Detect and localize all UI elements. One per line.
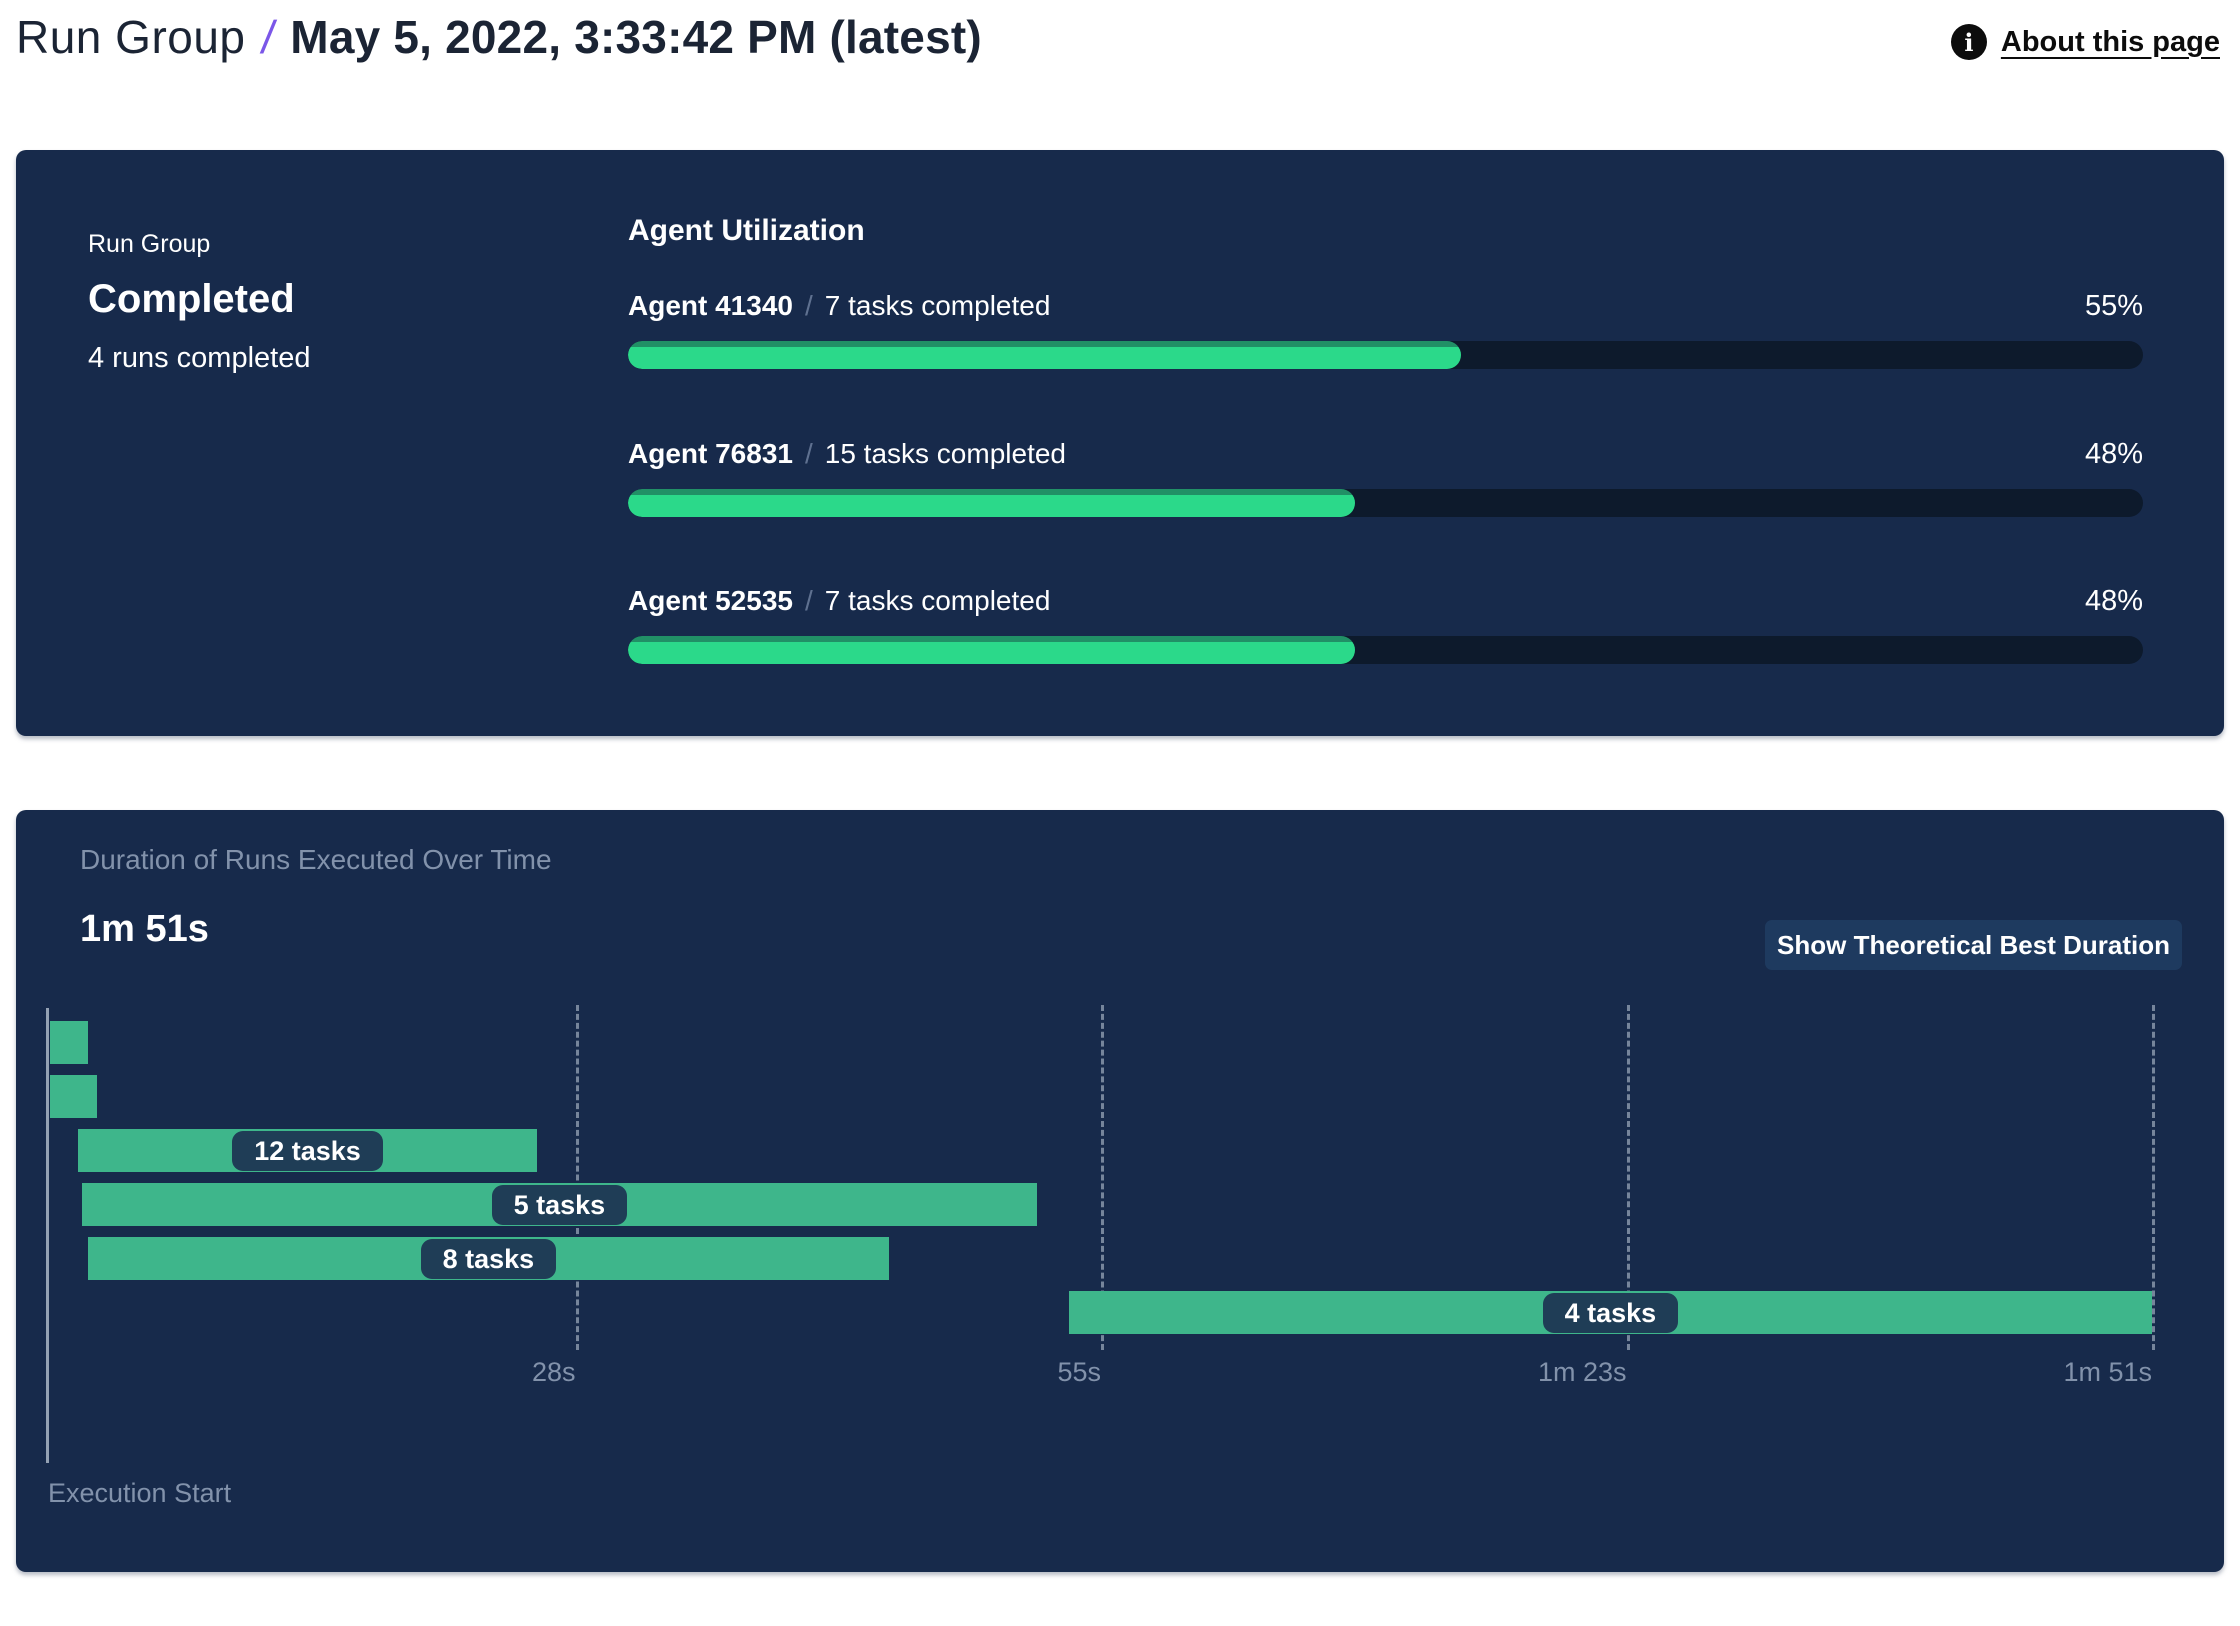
agent-name: Agent 41340 [628, 290, 793, 321]
agent-label-separator: / [804, 438, 813, 469]
run-group-kicker: Run Group [88, 230, 211, 258]
agent-utilization-section: Agent Utilization Agent 41340 / 7 tasks … [628, 214, 2143, 694]
agent-utilization-percent: 48% [2084, 438, 2143, 470]
page-title: Run Group / May 5, 2022, 3:33:42 PM (lat… [16, 10, 2224, 64]
run-duration-bar[interactable]: 5 tasks [82, 1183, 1037, 1226]
task-count-pill: 5 tasks [491, 1184, 628, 1225]
time-tick-label: 55s [1057, 1357, 1101, 1387]
execution-start-axis-line [46, 1008, 49, 1463]
run-duration-bar[interactable] [50, 1075, 98, 1118]
page-header: Run Group / May 5, 2022, 3:33:42 PM (lat… [16, 10, 2224, 80]
agent-name: Agent 52535 [628, 585, 793, 616]
page-title-timestamp: May 5, 2022, 3:33:42 PM (latest) [290, 11, 982, 63]
agent-label-separator: / [804, 290, 813, 321]
about-this-page-link[interactable]: About this page [2000, 25, 2220, 58]
run-duration-bar[interactable]: 12 tasks [78, 1129, 537, 1172]
task-count-pill: 8 tasks [420, 1238, 557, 1279]
time-tick-label: 1m 51s [2063, 1357, 2152, 1387]
run-group-status: Completed [88, 277, 295, 321]
agent-utilization-heading: Agent Utilization [628, 214, 865, 247]
time-gridline [2152, 1005, 2155, 1350]
agent-utilization-row: Agent 41340 / 7 tasks completed 55% [628, 290, 2143, 369]
time-gridline [1101, 1005, 1104, 1350]
title-slash-separator: / [257, 11, 278, 63]
run-duration-bar[interactable]: 4 tasks [1068, 1291, 2152, 1334]
utilization-progress-fill [628, 341, 1462, 369]
agent-label-line: Agent 76831 / 15 tasks completed 48% [628, 438, 2143, 471]
agent-utilization-percent: 48% [2084, 585, 2143, 617]
utilization-progress-fill [628, 636, 1356, 664]
task-count-pill: 12 tasks [232, 1130, 383, 1171]
utilization-progress-track [628, 341, 2143, 369]
agent-utilization-row: Agent 52535 / 7 tasks completed 48% [628, 585, 2143, 664]
agent-label-line: Agent 41340 / 7 tasks completed 55% [628, 290, 2143, 323]
agent-utilization-percent: 55% [2084, 290, 2143, 322]
agent-label-line: Agent 52535 / 7 tasks completed 48% [628, 585, 2143, 618]
utilization-progress-track [628, 489, 2143, 517]
time-gridline [1626, 1005, 1630, 1350]
about-this-page[interactable]: i About this page [1950, 24, 2220, 60]
duration-chart-title: Duration of Runs Executed Over Time [80, 844, 552, 875]
runs-completed-count: 4 runs completed [88, 342, 311, 374]
time-gridline [575, 1005, 579, 1350]
task-count-pill: 4 tasks [1542, 1292, 1679, 1333]
time-tick-label: 1m 23s [1537, 1357, 1627, 1387]
duration-chart-panel: Duration of Runs Executed Over Time 1m 5… [16, 810, 2224, 1572]
info-icon[interactable]: i [1950, 24, 1987, 60]
agent-tasks-completed: 7 tasks completed [824, 290, 1051, 321]
run-group-summary-panel: Run Group Completed 4 runs completed Age… [16, 150, 2224, 736]
total-duration-value: 1m 51s [80, 908, 209, 950]
agent-tasks-completed: 7 tasks completed [824, 585, 1051, 616]
show-theoretical-best-duration-button[interactable]: Show Theoretical Best Duration [1765, 920, 2182, 970]
execution-start-label: Execution Start [48, 1478, 232, 1508]
time-tick-label: 28s [531, 1357, 576, 1387]
run-duration-bar[interactable]: 8 tasks [87, 1237, 889, 1280]
agent-label-separator: / [804, 585, 813, 616]
page-title-run-group: Run Group [16, 11, 246, 63]
utilization-progress-track [628, 636, 2143, 664]
gantt-chart-area: 28s 55s 1m 23s 1m 51s 12 tasks 5 tasks 8 tasks… [50, 1005, 2155, 1425]
utilization-progress-fill [628, 489, 1356, 517]
agent-utilization-row: Agent 76831 / 15 tasks completed 48% [628, 438, 2143, 517]
run-duration-bar[interactable] [50, 1021, 88, 1064]
agent-name: Agent 76831 [628, 438, 793, 469]
agent-tasks-completed: 15 tasks completed [824, 438, 1066, 469]
